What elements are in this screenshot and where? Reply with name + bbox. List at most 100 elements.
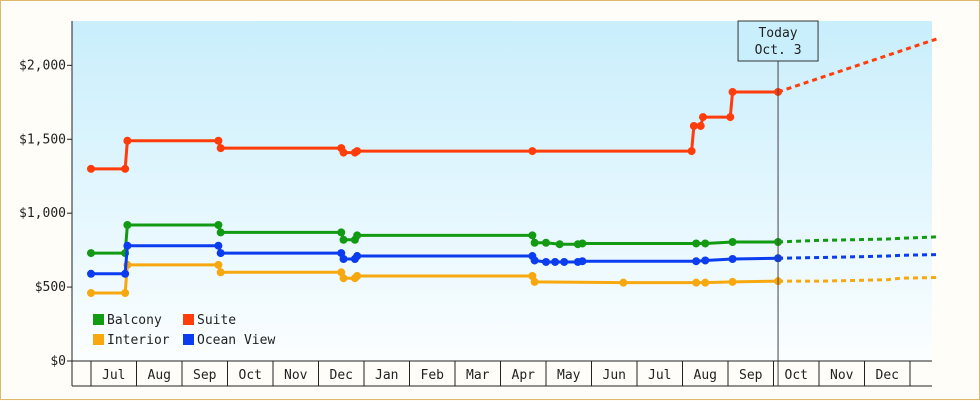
data-point-balcony: [214, 221, 223, 229]
x-tick-label: Apr: [512, 368, 536, 383]
series-balcony: [87, 221, 938, 258]
y-tick-label: $0: [50, 354, 66, 369]
series-interior: [87, 260, 938, 297]
y-tick-label: $500: [35, 280, 66, 295]
today-date: Oct. 3: [755, 43, 802, 58]
data-point-ocean-view: [530, 256, 539, 265]
data-point-ocean-view: [560, 257, 569, 266]
data-point-interior: [530, 277, 539, 286]
data-point-ocean-view: [701, 256, 710, 265]
data-point-suite: [726, 113, 735, 122]
data-point-interior: [728, 277, 737, 286]
y-tick-label: $1,000: [19, 206, 66, 221]
x-tick-label: Jul: [648, 368, 671, 383]
forecast-line-ocean-view: [778, 253, 938, 260]
data-point-ocean-view: [339, 255, 348, 263]
x-tick-label: Jul: [102, 368, 125, 383]
data-point-ocean-view: [123, 241, 132, 250]
series-layer: [87, 37, 938, 297]
y-axis: $0 $500 $1,000 $1,500 $2,000: [19, 21, 73, 386]
data-point-interior: [353, 272, 362, 280]
data-point-balcony: [87, 249, 95, 258]
data-point-ocean-view: [728, 255, 737, 263]
x-tick-label: Aug: [694, 368, 717, 383]
data-point-ocean-view: [551, 257, 560, 266]
data-point-suite: [214, 136, 223, 145]
x-tick-label: Oct: [239, 368, 262, 383]
forecast-line-balcony: [777, 235, 938, 244]
legend-swatch-balcony: [93, 314, 104, 325]
data-point-balcony: [339, 235, 348, 244]
x-tick-label: Nov: [830, 368, 854, 383]
today-box: [737, 20, 819, 62]
data-point-interior: [619, 278, 628, 287]
data-point-ocean-view: [87, 269, 95, 278]
data-point-ocean-view: [121, 269, 130, 278]
data-point-balcony: [555, 240, 564, 249]
data-point-suite: [689, 121, 698, 130]
x-tick-label: Dec: [876, 368, 899, 383]
data-point-balcony: [701, 239, 710, 248]
data-point-interior: [214, 260, 223, 269]
data-point-ocean-view: [692, 257, 701, 266]
data-point-suite: [339, 148, 348, 157]
x-tick-label: Aug: [148, 368, 171, 383]
data-point-ocean-view: [578, 257, 587, 266]
series-suite: [87, 37, 938, 173]
data-point-balcony: [528, 231, 537, 240]
today-label: Today: [758, 26, 797, 41]
legend-label-ocean-view: Ocean View: [197, 333, 275, 348]
x-tick-label: Sep: [739, 368, 763, 383]
data-point-ocean-view: [542, 257, 550, 266]
series-ocean-view: [87, 241, 938, 278]
data-point-suite: [728, 87, 737, 96]
forecast-line-interior: [778, 275, 938, 283]
x-tick-label: Jan: [375, 368, 398, 383]
legend-swatch-ocean-view: [183, 334, 194, 345]
data-point-suite: [698, 113, 707, 122]
x-tick-label: Sep: [193, 368, 217, 383]
x-tick-label: Mar: [466, 368, 490, 383]
plot-background: [72, 21, 932, 361]
data-point-suite: [528, 147, 537, 156]
data-point-balcony: [692, 239, 701, 248]
data-point-interior: [216, 268, 225, 277]
data-point-suite: [353, 147, 362, 156]
forecast-line-suite: [777, 37, 938, 94]
x-tick-label: Feb: [421, 368, 445, 383]
x-tick-label: Oct: [785, 368, 808, 383]
data-point-interior: [701, 278, 710, 287]
x-tick-label: Nov: [284, 368, 308, 383]
legend-swatch-interior: [93, 334, 104, 345]
data-point-interior: [121, 289, 130, 297]
data-point-ocean-view: [353, 252, 362, 261]
data-point-balcony: [578, 239, 587, 248]
data-point-balcony: [216, 228, 225, 237]
data-point-interior: [339, 274, 348, 283]
data-point-suite: [123, 136, 132, 145]
legend-swatch-suite: [183, 314, 194, 325]
data-point-suite: [121, 164, 130, 173]
data-point-interior: [692, 278, 701, 287]
legend-label-interior: Interior: [107, 333, 170, 348]
y-tick-label: $2,000: [19, 58, 66, 73]
y-tick-label: $1,500: [19, 132, 66, 147]
data-point-ocean-view: [216, 249, 225, 258]
legend-label-balcony: Balcony: [107, 313, 162, 328]
x-tick-label: May: [557, 368, 581, 383]
data-point-suite: [696, 121, 705, 130]
data-point-balcony: [337, 228, 346, 237]
legend-label-suite: Suite: [197, 313, 236, 328]
data-point-balcony: [530, 238, 539, 247]
data-point-interior: [87, 289, 95, 297]
data-point-suite: [87, 164, 95, 173]
data-point-suite: [216, 144, 225, 153]
data-point-balcony: [123, 221, 132, 229]
data-point-balcony: [353, 231, 362, 240]
data-point-balcony: [542, 238, 550, 247]
x-axis: Jul Aug Sep Oct Nov Dec Jan Feb Mar Apr May Jun Jul A…: [72, 360, 932, 387]
x-tick-label: Jun: [603, 368, 626, 383]
today-marker: Today Oct. 3: [737, 20, 819, 386]
